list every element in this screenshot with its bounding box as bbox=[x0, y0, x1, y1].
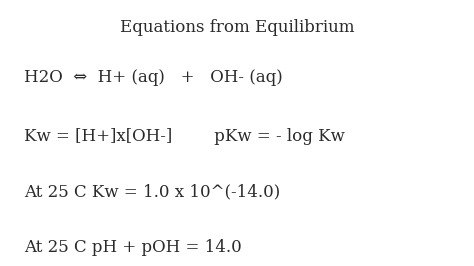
Text: At 25 C Kw = 1.0 x 10^(-14.0): At 25 C Kw = 1.0 x 10^(-14.0) bbox=[24, 184, 280, 201]
Text: Equations from Equilibrium: Equations from Equilibrium bbox=[120, 19, 354, 36]
Text: H2O  ⇔  H+ (aq)   +   OH- (aq): H2O ⇔ H+ (aq) + OH- (aq) bbox=[24, 69, 283, 86]
Text: Kw = [H+]x[OH-]        pKw = - log Kw: Kw = [H+]x[OH-] pKw = - log Kw bbox=[24, 128, 345, 145]
Text: At 25 C pH + pOH = 14.0: At 25 C pH + pOH = 14.0 bbox=[24, 239, 241, 256]
